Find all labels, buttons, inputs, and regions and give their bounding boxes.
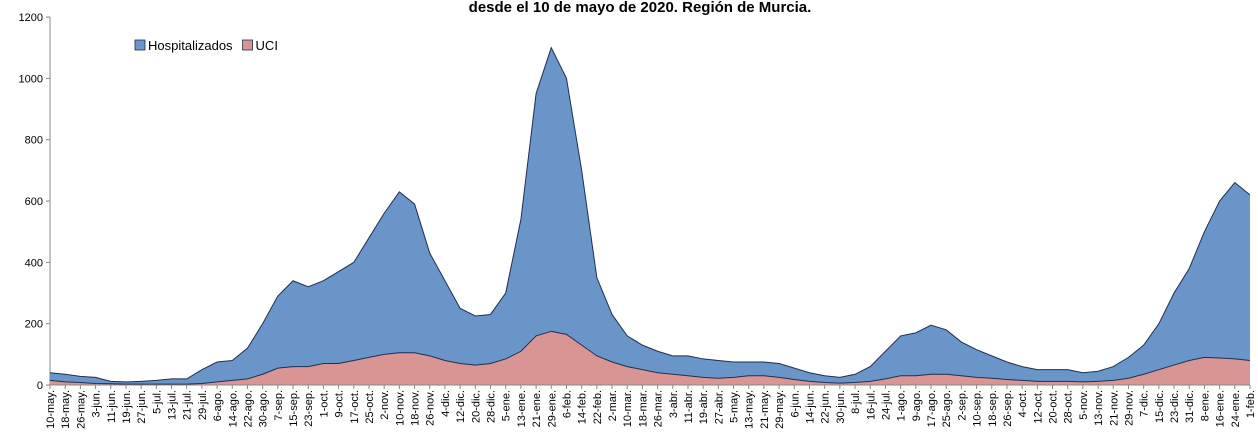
x-tick-label: 25-oct. bbox=[364, 390, 376, 424]
x-tick-label: 24-ene. bbox=[1230, 390, 1242, 427]
x-tick-label: 27-abr. bbox=[713, 390, 725, 424]
x-tick-label: 29-nov. bbox=[1123, 390, 1135, 426]
x-tick-label: 6-jun. bbox=[789, 390, 801, 418]
x-tick-label: 14-jun. bbox=[804, 390, 816, 424]
x-tick-label: 13-may. bbox=[744, 390, 756, 429]
x-tick-label: 8-ene. bbox=[1199, 390, 1211, 421]
x-tick-label: 21-ene. bbox=[531, 390, 543, 427]
x-tick-label: 7-sep. bbox=[273, 390, 285, 421]
x-tick-label: 4-oct. bbox=[1017, 390, 1029, 418]
x-tick-label: 10-sep. bbox=[972, 390, 984, 427]
x-tick-label: 1-oct. bbox=[318, 390, 330, 418]
x-tick-label: 2-sep. bbox=[956, 390, 968, 421]
x-tick-label: 5-may. bbox=[729, 390, 741, 423]
x-tick-label: 30-jun. bbox=[835, 390, 847, 424]
x-tick-label: 29-jul. bbox=[197, 390, 209, 420]
x-tick-label: 13-jul. bbox=[167, 390, 179, 420]
x-tick-label: 6-ago. bbox=[212, 390, 224, 421]
x-tick-label: 14-ago. bbox=[227, 390, 239, 427]
x-tick-label: 18-may. bbox=[60, 390, 72, 429]
y-tick-label: 1000 bbox=[19, 73, 43, 85]
x-tick-label: 8-jul. bbox=[850, 390, 862, 414]
x-tick-label: 28-dic. bbox=[486, 390, 498, 423]
x-tick-label: 5-jul. bbox=[151, 390, 163, 414]
x-tick-label: 29-ene. bbox=[546, 390, 558, 427]
chart-title: desde el 10 de mayo de 2020. Región de M… bbox=[469, 0, 812, 16]
x-tick-label: 21-jul. bbox=[182, 390, 194, 420]
x-tick-label: 26-mar. bbox=[653, 390, 665, 427]
x-tick-label: 15-sep. bbox=[288, 390, 300, 427]
area-outline bbox=[49, 330, 1251, 385]
x-tick-label: 10-may. bbox=[45, 390, 57, 429]
x-tick-label: 2-nov. bbox=[379, 390, 391, 420]
y-tick-label: 1200 bbox=[19, 12, 43, 24]
x-tick-label: 12-oct. bbox=[1032, 390, 1044, 424]
x-tick-label: 18-nov. bbox=[410, 390, 422, 426]
x-tick-label: 6-feb. bbox=[561, 390, 573, 418]
x-tick-label: 10-nov. bbox=[394, 390, 406, 426]
area bbox=[50, 47, 1250, 386]
x-tick-label: 20-dic. bbox=[470, 390, 482, 423]
x-tick-label: 19-abr. bbox=[698, 390, 710, 424]
x-tick-label: 31-dic. bbox=[1184, 390, 1196, 423]
y-tick-label: 0 bbox=[37, 380, 43, 392]
x-tick-label: 9-oct. bbox=[334, 390, 346, 418]
x-tick-label: 29-may. bbox=[774, 390, 786, 429]
x-tick-label: 22-feb. bbox=[592, 390, 604, 424]
x-tick-label: 11-abr. bbox=[683, 390, 695, 423]
x-tick-label: 18-sep. bbox=[987, 390, 999, 427]
x-tick-label: 26-nov. bbox=[425, 390, 437, 426]
x-tick-label: 26-may. bbox=[75, 390, 87, 429]
legend-swatch bbox=[242, 39, 253, 51]
y-tick-label: 600 bbox=[25, 196, 43, 208]
x-tick-label: 30-ago. bbox=[258, 390, 270, 427]
x-tick-label: 19-jun. bbox=[121, 390, 133, 424]
x-tick-label: 11-jun. bbox=[106, 390, 118, 423]
x-tick-label: 25-ago. bbox=[941, 390, 953, 427]
x-tick-label: 16-ene. bbox=[1215, 390, 1227, 427]
x-tick-label: 24-jul. bbox=[880, 390, 892, 420]
legend-label: UCI bbox=[256, 38, 278, 53]
x-tick-label: 3-jun. bbox=[91, 390, 103, 418]
x-tick-label: 17-oct. bbox=[349, 390, 361, 424]
area-outline bbox=[49, 46, 1251, 383]
x-tick-label: 23-dic. bbox=[1169, 390, 1181, 423]
x-tick-label: 5-ene. bbox=[501, 390, 513, 421]
y-tick-label: 400 bbox=[25, 257, 43, 269]
legend-label: Hospitalizados bbox=[148, 38, 233, 53]
x-tick-label: 1-ago. bbox=[896, 390, 908, 421]
x-tick-label: 22-ago. bbox=[242, 390, 254, 427]
x-tick-label: 7-dic. bbox=[1139, 390, 1151, 417]
x-tick-label: 16-jul. bbox=[865, 390, 877, 420]
x-tick-label: 14-feb. bbox=[577, 390, 589, 424]
x-tick-label: 13-ene. bbox=[516, 390, 528, 427]
x-tick-label: 12-dic. bbox=[455, 390, 467, 423]
x-tick-label: 18-mar. bbox=[637, 390, 649, 427]
x-tick-label: 28-oct. bbox=[1063, 390, 1075, 424]
x-tick-label: 21-may. bbox=[759, 390, 771, 429]
x-tick-label: 9-ago. bbox=[911, 390, 923, 421]
x-tick-label: 17-ago. bbox=[926, 390, 938, 427]
x-tick-label: 4-dic. bbox=[440, 390, 452, 417]
x-tick-label: 1-feb. bbox=[1245, 390, 1257, 418]
x-tick-label: 22-jun. bbox=[820, 390, 832, 424]
x-tick-label: 23-sep. bbox=[303, 390, 315, 427]
x-tick-label: 27-jun. bbox=[136, 390, 148, 424]
x-tick-label: 3-abr. bbox=[668, 390, 680, 418]
legend-swatch bbox=[134, 39, 146, 51]
x-tick-label: 13-nov. bbox=[1093, 390, 1105, 426]
x-tick-label: 10-mar. bbox=[622, 390, 634, 427]
x-tick-label: 20-oct. bbox=[1048, 390, 1060, 424]
x-tick-label: 5-nov. bbox=[1078, 390, 1090, 420]
x-tick-label: 15-dic. bbox=[1154, 390, 1166, 423]
y-tick-label: 800 bbox=[25, 135, 43, 147]
area bbox=[50, 331, 1250, 385]
x-tick-label: 26-sep. bbox=[1002, 390, 1014, 427]
y-tick-label: 200 bbox=[25, 319, 43, 331]
x-tick-label: 2-mar. bbox=[607, 390, 619, 421]
x-tick-label: 21-nov. bbox=[1108, 390, 1120, 426]
